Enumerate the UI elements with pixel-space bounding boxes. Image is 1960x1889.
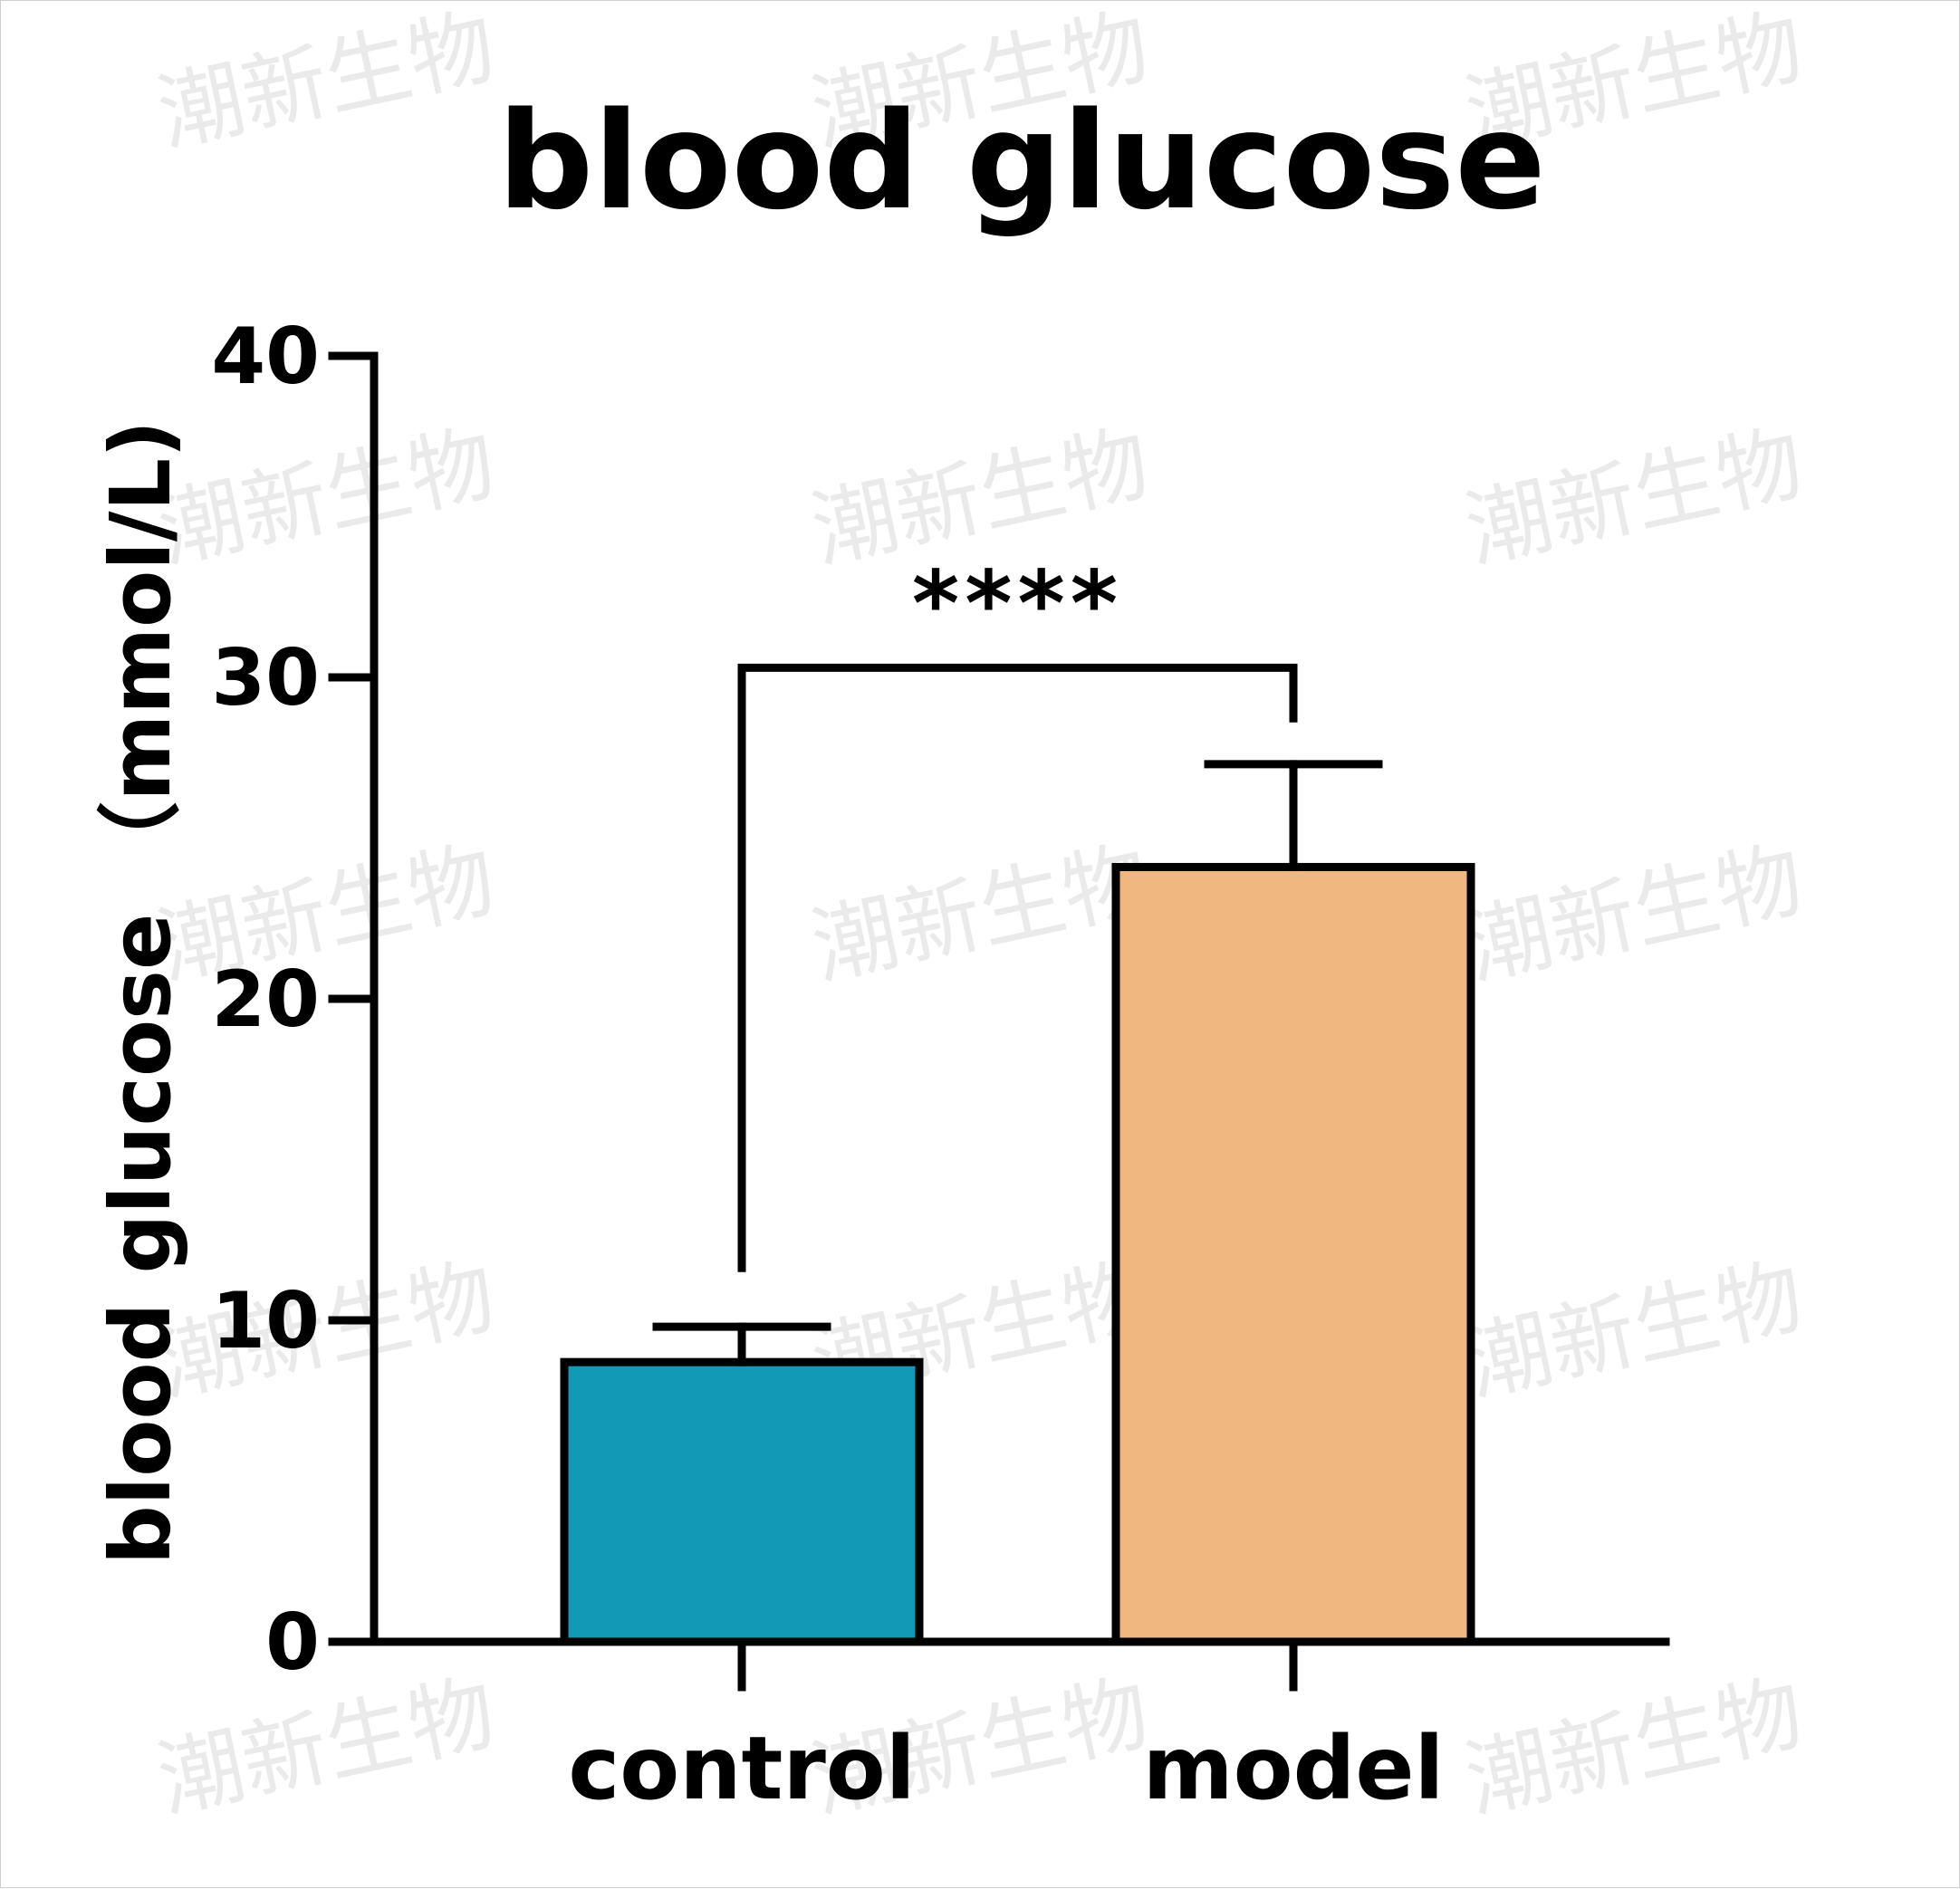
bar-control (560, 1357, 924, 1646)
chart-title: blood glucose (497, 83, 1545, 239)
y-tick-label: 40 (211, 312, 320, 402)
watermark-text: 潮新生物 (1457, 414, 1811, 581)
y-tick-label: 10 (211, 1276, 320, 1366)
watermark-text: 潮新生物 (1457, 1664, 1811, 1831)
y-tick-label: 0 (265, 1597, 320, 1688)
y-tick-label: 20 (211, 954, 320, 1045)
watermark-text: 潮新生物 (149, 1247, 503, 1414)
watermark-text: 潮新生物 (149, 1, 503, 165)
bar-model (1111, 862, 1475, 1646)
watermark-text: 潮新生物 (1457, 830, 1811, 998)
watermark-text: 潮新生物 (149, 1664, 503, 1831)
watermark-text: 潮新生物 (149, 414, 503, 581)
chart-marks: 0 10 20 30 40 control model **** (211, 312, 1670, 1819)
watermark-text: 潮新生物 (803, 830, 1157, 998)
y-tick-label: 30 (211, 633, 320, 724)
x-tick-label: control (568, 1718, 915, 1819)
y-axis-label: blood glucose （mmol/L) (92, 420, 189, 1565)
watermark-text: 潮新生物 (149, 830, 503, 998)
significance-label: **** (912, 551, 1123, 657)
x-tick-label: model (1143, 1718, 1445, 1819)
watermark-text: 潮新生物 (1457, 1247, 1811, 1414)
significance-bracket (737, 663, 1298, 1272)
